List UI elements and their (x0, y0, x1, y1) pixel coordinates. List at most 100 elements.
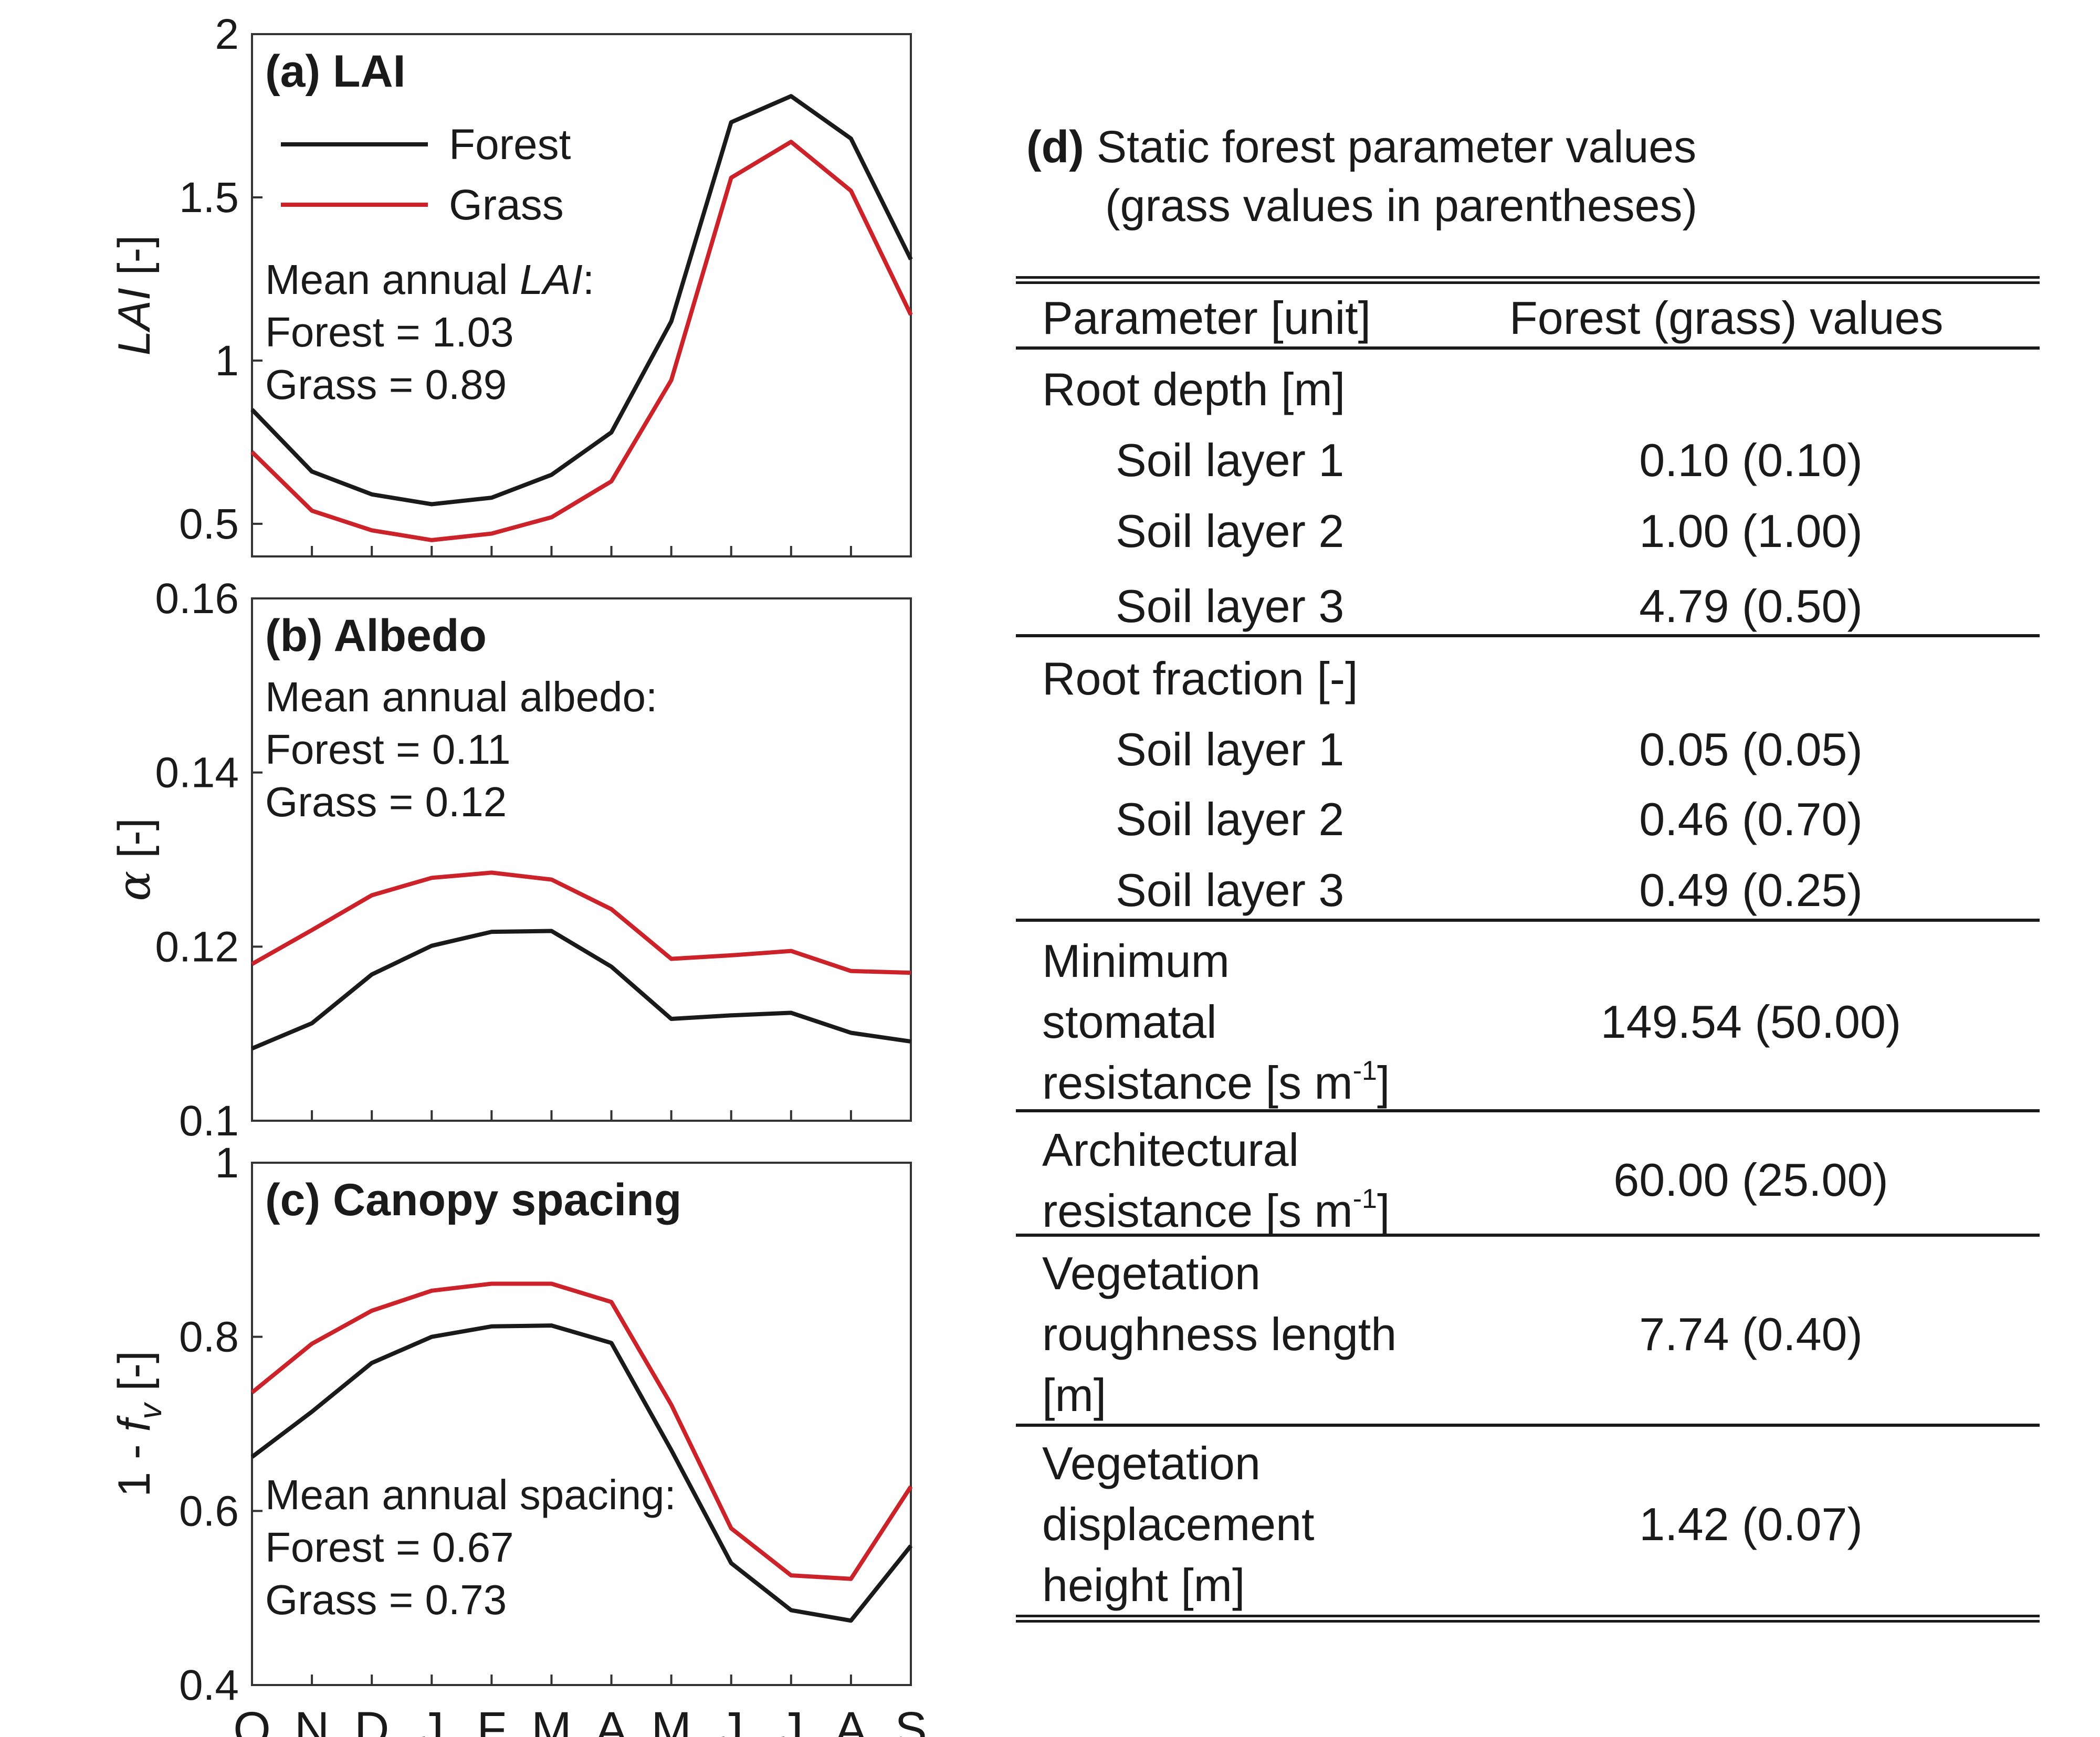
row-rule-2 (1016, 919, 2040, 922)
x-tick-label: O (233, 1702, 271, 1737)
displacement-value: 1.42 (0.07) (1639, 1498, 1863, 1550)
x-tick-label: J (779, 1702, 803, 1737)
table-title-line2: (grass values in parentheses) (1105, 181, 1698, 231)
header-values: Forest (grass) values (1509, 292, 1944, 344)
y-axis-label-unit: [-] (109, 1351, 160, 1403)
root-depth-value-3: 4.79 (0.50) (1639, 580, 1863, 632)
architectural-line2: resistance [s m-1] (1042, 1184, 1390, 1237)
panel-label: (c) Canopy spacing (265, 1175, 681, 1225)
annotation-var: LAI (520, 256, 583, 303)
architectural-line1: Architectural (1042, 1124, 1299, 1176)
annotation-line: Forest = 0.11 (265, 726, 511, 773)
roughness-line3: [m] (1042, 1369, 1107, 1421)
plot-frame (251, 597, 912, 1122)
annotation-line: Grass = 0.73 (265, 1576, 507, 1623)
y-axis-label: α [-] (108, 818, 161, 901)
charts-svg: 0.5 1 1.5 2 LAI [-] (a) LAI Forest Grass Mean an… (108, 10, 927, 1737)
y-tick-label: 0.5 (179, 500, 239, 548)
architectural-value: 60.00 (25.00) (1613, 1154, 1888, 1206)
annotation-line: Mean annual LAI: (265, 256, 594, 303)
series-line-forest (251, 929, 911, 1051)
y-tick-label: 0.12 (155, 923, 239, 971)
x-tick-label: N (295, 1702, 329, 1737)
min-stomatal-line2: stomatal (1042, 996, 1217, 1048)
series-line-grass (250, 140, 913, 542)
x-tick-label: A (835, 1702, 867, 1737)
series-line-forest (250, 1323, 913, 1623)
y-tick-label: 0.1 (179, 1097, 239, 1145)
x-tick-label: A (595, 1702, 628, 1737)
y-tick-label: 1 (215, 1139, 239, 1187)
x-tick-label: J (419, 1702, 444, 1737)
roughness-value: 7.74 (0.40) (1639, 1308, 1863, 1360)
root-depth-layer-1: Soil layer 1 (1116, 434, 1345, 486)
displacement-line2: displacement (1042, 1498, 1315, 1550)
displacement-line1: Vegetation (1042, 1437, 1261, 1489)
y-axis-label: LAI [-] (109, 235, 160, 355)
root-depth-value-1: 0.10 (0.10) (1639, 434, 1863, 486)
y-tick-label: 0.8 (179, 1313, 239, 1361)
plot-frame (251, 33, 912, 557)
y-tick-label: 2 (215, 10, 239, 58)
x-tick-label: F (477, 1702, 506, 1737)
annotation-line: Forest = 0.67 (265, 1524, 514, 1571)
root-depth-label: Root depth [m] (1042, 363, 1346, 415)
annotation-line: Mean annual albedo: (265, 673, 657, 720)
x-tick-label: M (651, 1702, 691, 1737)
y-axis-label-var: α (108, 871, 161, 901)
row-rule-3 (1016, 1109, 2040, 1112)
table-title-line1: Static forest parameter values (1096, 122, 1697, 172)
table-title: (d) Static forest parameter values (1026, 121, 1696, 173)
root-fraction-value-3: 0.49 (0.25) (1639, 864, 1863, 916)
x-tick-label: M (531, 1702, 572, 1737)
series-line-grass (250, 1281, 913, 1581)
header-rule (1016, 346, 2040, 350)
series-line-grass (251, 870, 911, 975)
y-axis-label-var: LAI (109, 288, 160, 355)
y-axis-label-subscript: v (133, 1402, 168, 1419)
roughness-line1: Vegetation (1042, 1247, 1261, 1299)
series-line-forest (250, 94, 913, 507)
root-fraction-value-2: 0.46 (0.70) (1639, 793, 1863, 845)
displacement-line3: height [m] (1042, 1559, 1245, 1611)
row-rule-4 (1016, 1234, 2040, 1237)
panel-3: O N D J F M A M J J A S0.40.60.811 - fv [-](c) Cano… (109, 1139, 927, 1737)
legend-label-forest: Forest (449, 121, 571, 169)
y-tick-label: 0.4 (179, 1661, 239, 1709)
min-stomatal-line1: Minimum (1042, 935, 1230, 987)
annotation-line: Grass = 0.89 (265, 361, 507, 408)
min-stomatal-value: 149.54 (50.00) (1600, 996, 1902, 1048)
root-fraction-label: Root fraction [-] (1042, 652, 1358, 704)
root-depth-layer-2: Soil layer 2 (1116, 505, 1345, 557)
min-stomatal-line3: resistance [s m-1] (1042, 1056, 1390, 1109)
table-top-rule-2 (1016, 281, 2040, 284)
root-fraction-value-1: 0.05 (0.05) (1639, 723, 1863, 775)
annotation-text: Mean annual (265, 256, 520, 303)
y-tick-label: 1 (215, 337, 239, 385)
table-bottom-rule-2 (1016, 1620, 2040, 1623)
root-depth-layer-3: Soil layer 3 (1116, 580, 1345, 632)
root-depth-value-2: 1.00 (1.00) (1639, 505, 1863, 557)
y-axis-label-prefix: 1 - (109, 1431, 160, 1497)
root-fraction-layer-2: Soil layer 2 (1116, 793, 1345, 845)
panel-label: (a) LAI (265, 46, 406, 97)
panel-label: (b) Albedo (265, 610, 487, 661)
legend-label-grass: Grass (449, 181, 564, 229)
y-tick-label: 0.6 (179, 1487, 239, 1535)
annotation-line: Forest = 1.03 (265, 309, 514, 355)
annotation-colon: : (583, 256, 594, 303)
table-top-rule (1016, 276, 2040, 279)
x-tick-label: J (719, 1702, 743, 1737)
header-parameter: Parameter [unit] (1042, 292, 1371, 344)
y-tick-label: 1.5 (179, 174, 239, 222)
panel-2: 0.1 0.12 0.14 0.16 α [-] (b) Albedo Mean annua… (108, 575, 912, 1145)
root-fraction-layer-3: Soil layer 3 (1116, 864, 1345, 916)
panel-1: 0.5 1 1.5 2 LAI [-] (a) LAI Forest Grass Mean an… (109, 10, 913, 557)
table-bottom-rule (1016, 1615, 2040, 1617)
x-tick-label: D (354, 1702, 389, 1737)
roughness-line2: roughness length (1042, 1308, 1397, 1360)
y-tick-label: 0.14 (155, 749, 239, 797)
row-rule-5 (1016, 1424, 2040, 1427)
annotation-line: Grass = 0.12 (265, 778, 507, 825)
root-fraction-layer-1: Soil layer 1 (1116, 723, 1345, 775)
